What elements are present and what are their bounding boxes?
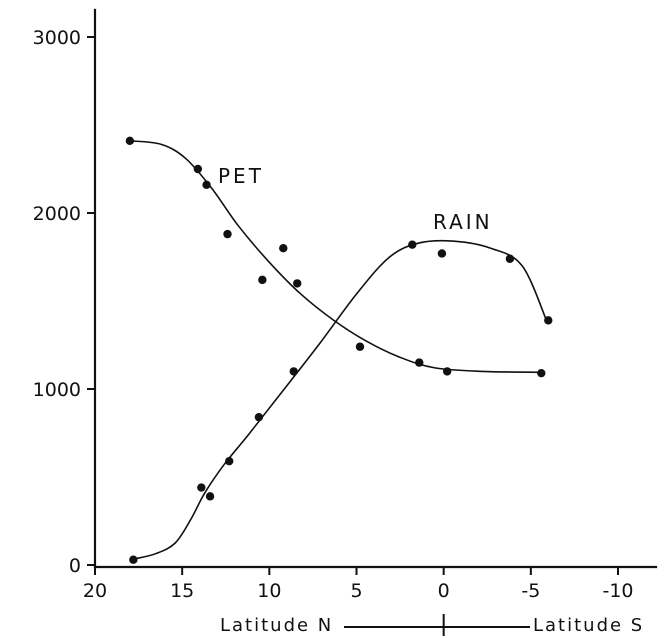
x-axis-tick-label: -5 xyxy=(521,580,540,602)
axes-group xyxy=(87,8,658,636)
pet-point xyxy=(125,136,135,146)
pet-point xyxy=(258,275,267,285)
x-axis-tick-label: 10 xyxy=(257,580,281,602)
rain-point xyxy=(129,555,138,564)
rain-point xyxy=(289,367,298,376)
x-axis-tick-label: 20 xyxy=(83,580,107,602)
rain-point xyxy=(254,412,264,422)
latitude-south-label: Latitude S xyxy=(533,615,644,636)
pet-curve xyxy=(129,140,543,374)
rain-curve xyxy=(134,239,548,560)
rain-point xyxy=(205,492,215,501)
pet-point xyxy=(293,279,302,288)
x-axis-tick-label: 0 xyxy=(438,580,450,602)
pet-point xyxy=(202,180,211,190)
rain-point xyxy=(197,483,206,492)
x-axis-tick-label: 5 xyxy=(350,580,362,602)
x-axis-tick-label: -10 xyxy=(602,580,633,602)
pet-series-label: PET xyxy=(218,164,264,188)
curves-group xyxy=(129,140,548,560)
latitude-north-label: Latitude N xyxy=(220,615,333,636)
rain-point xyxy=(437,249,447,258)
pet-point xyxy=(442,367,452,376)
rain-point xyxy=(505,254,515,263)
pet-point xyxy=(193,164,203,174)
pet-point xyxy=(223,229,232,239)
rain-point xyxy=(408,240,417,249)
pet-point xyxy=(537,368,546,378)
y-axis-tick-label: 2000 xyxy=(33,203,81,225)
pet-point xyxy=(415,358,424,367)
y-axis-tick-label: 1000 xyxy=(33,379,81,401)
y-axis-tick-label: 0 xyxy=(69,555,81,577)
rain-point xyxy=(544,316,553,325)
x-axis-tick-label: 15 xyxy=(170,580,194,602)
rain-point xyxy=(225,456,234,466)
y-axis-tick-label: 3000 xyxy=(33,27,81,49)
pet-point xyxy=(279,244,288,253)
rain-series-label: RAIN xyxy=(433,210,493,234)
pet-point xyxy=(355,342,365,351)
points-group xyxy=(125,136,553,564)
